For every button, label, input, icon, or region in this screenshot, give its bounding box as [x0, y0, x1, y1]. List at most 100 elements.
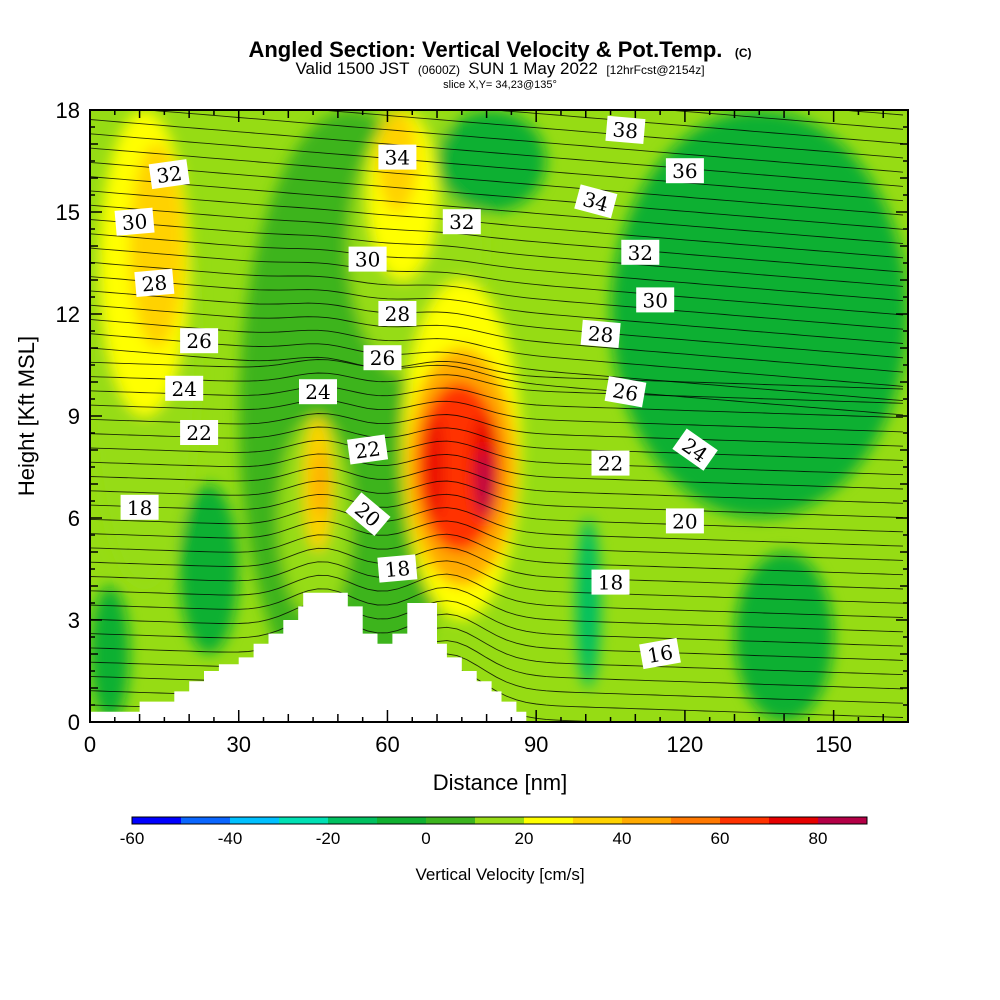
contour-label-box: [299, 379, 337, 405]
y-tick-label: 18: [56, 98, 80, 123]
contour-label-box: [672, 428, 718, 471]
contour-label: 28: [580, 319, 621, 349]
contour-label-text: 26: [611, 378, 640, 406]
contour-label: 34: [574, 184, 618, 219]
contour-label-text: 28: [587, 321, 614, 347]
colorbar-swatch: [230, 817, 280, 824]
contour-label-box: [591, 450, 630, 476]
colorbar-tick-label: 60: [711, 829, 730, 848]
contour-label-box: [442, 209, 481, 235]
contour-label-text: 16: [645, 640, 674, 668]
theta-contour-line: [90, 466, 904, 504]
theta-contour-line: [90, 613, 904, 661]
theta-contour-line: [142, 110, 904, 173]
contour-label: 22: [180, 420, 219, 445]
contour-label: 32: [442, 209, 481, 235]
colorbar-swatch: [328, 817, 378, 824]
contour-label: 30: [114, 207, 155, 236]
colorbar-swatch: [671, 817, 721, 824]
theta-contour-line: [90, 372, 904, 404]
x-tick-label: 120: [667, 732, 704, 757]
contour-label-box: [180, 420, 219, 445]
colorbar-tick-label: -20: [316, 829, 341, 848]
chart-subtitle: Valid 1500 JST (0600Z) SUN 1 May 2022 [1…: [295, 59, 704, 78]
theta-contour-line: [90, 190, 904, 259]
contour-label: 28: [134, 268, 175, 298]
contour-label-box: [134, 268, 175, 298]
theta-contour-line: [90, 276, 904, 344]
colorbar-tick-label: -60: [120, 829, 145, 848]
x-tick-label: 30: [226, 732, 250, 757]
contour-label: 22: [346, 434, 389, 465]
contour-label: 24: [299, 379, 337, 405]
colorbar-tick-label: 40: [613, 829, 632, 848]
theta-contour-line: [90, 233, 904, 302]
colorbar-swatch: [181, 817, 231, 824]
colorbar: -60 -40 -20 0 20 40 60 80: [120, 816, 868, 848]
theta-contour-line: [90, 359, 904, 390]
theta-contour-line: [90, 386, 904, 419]
contour-label-text: 36: [672, 159, 697, 183]
contour-label-text: 26: [186, 329, 211, 353]
contour-label-box: [345, 492, 391, 537]
contour-label-box: [378, 301, 417, 326]
contour-label: 18: [591, 569, 630, 595]
theta-contour-line: [90, 586, 904, 633]
y-tick-label: 6: [68, 506, 80, 531]
theta-contour-line: [90, 399, 904, 433]
colorbar-swatch: [524, 817, 574, 824]
y-tick-label: 3: [68, 608, 80, 633]
x-tick-label: 0: [84, 732, 96, 757]
contour-label: 32: [148, 159, 190, 190]
contour-label: 18: [120, 494, 159, 520]
theta-contour-line: [90, 520, 904, 561]
theta-contour-line: [90, 600, 904, 647]
theta-contour-line: [90, 161, 904, 230]
contour-label-text: 22: [598, 452, 623, 476]
theta-contour-layer: [90, 110, 904, 722]
colorbar-swatch: [279, 817, 329, 824]
colorbar-tick-label: 20: [515, 829, 534, 848]
contour-label-text: 38: [612, 117, 639, 143]
colorbar-swatch: [377, 817, 427, 824]
theta-contour-line: [90, 626, 904, 676]
contour-label: 32: [621, 239, 660, 265]
theta-contour-line: [663, 110, 904, 130]
contour-label-text: 30: [355, 248, 380, 272]
velocity-region-13: [427, 416, 442, 518]
contour-label: 24: [165, 375, 204, 401]
velocity-region-18: [437, 110, 547, 212]
contour-label: 26: [604, 376, 647, 408]
velocity-region-19: [610, 110, 908, 518]
contour-label: 26: [180, 328, 219, 354]
contour-label-text: 28: [141, 270, 168, 296]
contour-label-box: [665, 158, 704, 184]
colorbar-swatch: [720, 817, 770, 824]
x-tick-label: 60: [375, 732, 399, 757]
contour-label-text: 18: [127, 496, 152, 520]
contour-label-box: [114, 207, 155, 236]
theta-contour-line: [90, 480, 904, 519]
theta-contour-line: [90, 439, 904, 476]
velocity-region-20: [734, 552, 834, 722]
contour-label-text: 34: [385, 146, 410, 170]
theta-contour-line: [90, 304, 904, 373]
theta-contour-line: [90, 507, 904, 547]
theta-contour-line: [90, 453, 904, 490]
contour-label: 28: [378, 301, 417, 326]
contour-label: 22: [591, 450, 630, 476]
contour-label-box: [363, 345, 402, 371]
colorbar-tick-label: 0: [421, 829, 430, 848]
contour-label-box: [377, 554, 418, 583]
contour-label-box: [604, 376, 647, 408]
contour-label-box: [346, 434, 389, 465]
contour-label-box: [591, 569, 630, 595]
colorbar-swatch: [769, 817, 819, 824]
contour-label-text: 18: [384, 556, 411, 582]
contour-label-box: [348, 246, 387, 272]
contour-label-box: [148, 159, 190, 190]
colorbar-tick-label: 80: [809, 829, 828, 848]
theta-contour-line: [90, 493, 904, 533]
